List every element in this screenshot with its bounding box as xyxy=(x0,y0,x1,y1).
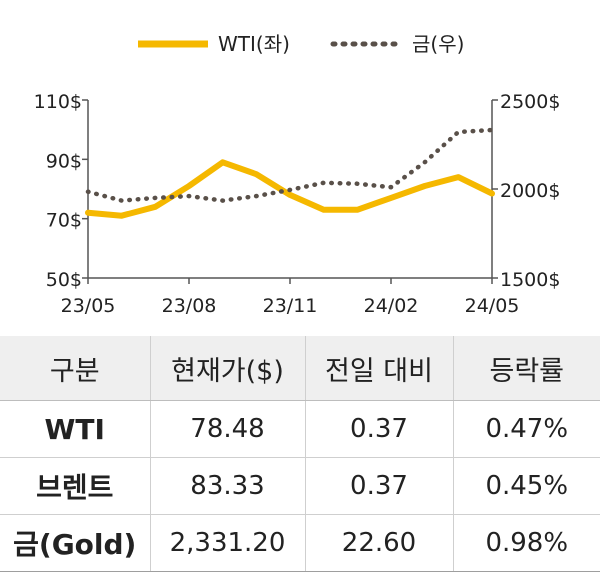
cell-change: 22.60 xyxy=(305,515,453,572)
axes: 110$ 90$ 70$ 50$ 2500$ 2000$ 1500$ 23/05 23/08 23… xyxy=(34,91,561,317)
row-label: WTI xyxy=(0,401,150,458)
oil-gold-line-chart: WTI(좌) 금(우) 110$ 90$ 70$ 50$ 2500$ 2000$ 1500$… xyxy=(0,0,600,330)
x-tick-label: 24/02 xyxy=(364,295,419,317)
cell-current-price: 83.33 xyxy=(150,458,305,515)
legend: WTI(좌) 금(우) xyxy=(138,32,464,56)
y-right-tick-label: 1500$ xyxy=(500,269,560,291)
row-label: 금(Gold) xyxy=(0,515,150,572)
x-tick-label: 23/08 xyxy=(162,295,217,317)
cell-change: 0.37 xyxy=(305,458,453,515)
chart-area: WTI(좌) 금(우) 110$ 90$ 70$ 50$ 2500$ 2000$ 1500$… xyxy=(0,0,600,330)
y-left-tick-label: 110$ xyxy=(34,91,82,113)
cell-change: 0.37 xyxy=(305,401,453,458)
table-header-row: 구분 현재가($) 전일 대비 등락률 xyxy=(0,336,600,401)
cell-change-rate: 0.47% xyxy=(453,401,600,458)
x-tick-label: 24/05 xyxy=(465,295,520,317)
table-row: 금(Gold) 2,331.20 22.60 0.98% xyxy=(0,515,600,572)
plot-lines xyxy=(88,130,492,216)
x-tick-label: 23/05 xyxy=(61,295,116,317)
x-tick-label: 23/11 xyxy=(263,295,318,317)
row-label: 브렌트 xyxy=(0,458,150,515)
legend-label-gold: 금(우) xyxy=(412,32,464,56)
y-right-tick-label: 2000$ xyxy=(500,180,560,202)
legend-label-wti: WTI(좌) xyxy=(218,32,290,56)
cell-current-price: 2,331.20 xyxy=(150,515,305,572)
header-change-rate: 등락률 xyxy=(453,336,600,401)
price-table: 구분 현재가($) 전일 대비 등락률 WTI 78.48 0.37 0.47%… xyxy=(0,336,600,572)
y-left-tick-label: 50$ xyxy=(46,269,82,291)
cell-change-rate: 0.45% xyxy=(453,458,600,515)
table-row: 브렌트 83.33 0.37 0.45% xyxy=(0,458,600,515)
y-right-tick-label: 2500$ xyxy=(500,91,560,113)
header-change: 전일 대비 xyxy=(305,336,453,401)
cell-current-price: 78.48 xyxy=(150,401,305,458)
y-left-tick-label: 90$ xyxy=(46,150,82,172)
gold-series-line xyxy=(88,130,492,201)
cell-change-rate: 0.98% xyxy=(453,515,600,572)
header-category: 구분 xyxy=(0,336,150,401)
table-row: WTI 78.48 0.37 0.47% xyxy=(0,401,600,458)
y-left-tick-label: 70$ xyxy=(46,210,82,232)
header-current-price: 현재가($) xyxy=(150,336,305,401)
